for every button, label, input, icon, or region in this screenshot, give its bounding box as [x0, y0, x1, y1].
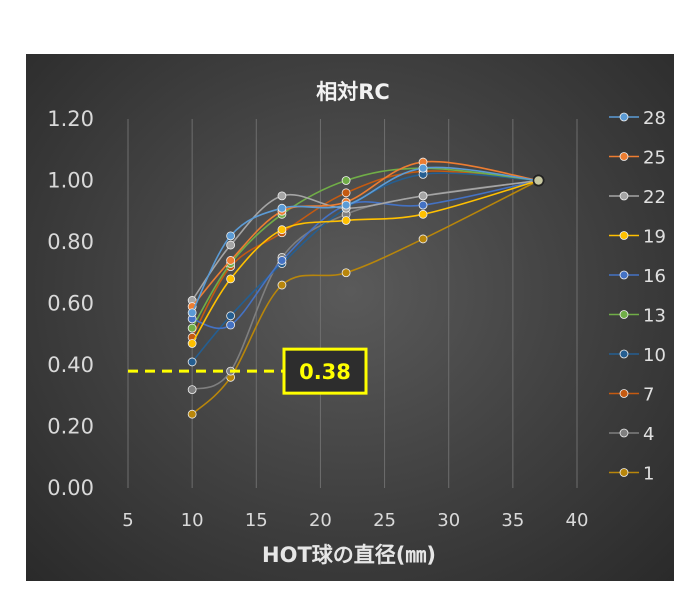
- data-point: [418, 209, 428, 219]
- legend-marker: [619, 468, 629, 477]
- chart-panel: 相対RC 5 10 15 20 25 30 35 40 0.00 0.20 0.40 0.60 0.80…: [26, 54, 674, 581]
- data-point: [226, 311, 236, 321]
- legend-marker: [619, 310, 629, 319]
- x-tick-label: 5: [122, 510, 133, 531]
- data-point: [418, 191, 428, 201]
- y-tick-label: 0.00: [47, 476, 94, 500]
- x-tick-label: 25: [373, 510, 396, 531]
- data-point: [187, 357, 197, 367]
- y-tick-label: 0.80: [47, 230, 94, 254]
- chart-title: 相対RC: [316, 80, 390, 104]
- legend-label: 16: [643, 266, 666, 287]
- y-tick-label: 0.20: [47, 415, 94, 439]
- legend-marker: [619, 389, 629, 398]
- data-point: [277, 203, 287, 213]
- x-axis-title: HOT球の直径(㎜): [262, 543, 436, 567]
- legend-marker: [619, 152, 629, 161]
- data-point: [341, 200, 351, 210]
- data-point: [226, 256, 236, 265]
- line-chart: 相対RC 5 10 15 20 25 30 35 40 0.00 0.20 0.40 0.60 0.80…: [47, 80, 666, 567]
- data-point: [226, 274, 236, 284]
- x-tick-label: 15: [245, 510, 268, 531]
- legend-label: 1: [643, 464, 654, 485]
- grid: [127, 119, 578, 488]
- x-tick-label: 40: [566, 510, 589, 531]
- legend-marker: [619, 191, 629, 201]
- legend-label: 7: [643, 385, 654, 406]
- data-point: [341, 216, 351, 225]
- data-point: [532, 174, 545, 187]
- series-line-28: [191, 166, 539, 314]
- axes: 5 10 15 20 25 30 35 40 0.00 0.20 0.40 0.60 0.80 1.00 1…: [47, 107, 588, 531]
- legend-marker: [619, 428, 629, 438]
- y-tick-label: 1.00: [47, 169, 94, 193]
- legend-marker: [619, 231, 629, 240]
- data-point: [341, 188, 351, 198]
- data-point: [277, 225, 287, 235]
- data-point: [277, 256, 287, 265]
- series-line-22: [191, 179, 539, 301]
- data-point: [187, 339, 197, 348]
- annotation-label: 0.38: [299, 360, 351, 384]
- legend-marker: [619, 112, 629, 122]
- x-tick-label: 20: [309, 510, 332, 531]
- data-point: [418, 163, 428, 173]
- legend-label: 22: [643, 187, 666, 208]
- data-point: [418, 200, 428, 210]
- data-point: [187, 308, 197, 318]
- legend-label: 25: [643, 148, 666, 169]
- series-line-19: [191, 179, 539, 344]
- y-tick-label: 1.20: [47, 107, 94, 131]
- data-point: [226, 240, 236, 250]
- data-point: [226, 231, 236, 241]
- x-tick-label: 35: [501, 510, 524, 531]
- x-tick-label: 30: [437, 510, 460, 531]
- data-point: [187, 385, 197, 395]
- x-tick-label: 10: [181, 510, 204, 531]
- annotation-box: [282, 347, 368, 395]
- y-tick-label: 0.40: [47, 353, 94, 377]
- legend-label: 4: [643, 424, 654, 445]
- data-point: [226, 320, 236, 330]
- annotation: 0.38: [128, 347, 368, 395]
- legend-label: 19: [643, 227, 666, 248]
- data-point: [341, 176, 351, 185]
- data-point: [418, 234, 428, 244]
- legend-label: 10: [643, 345, 666, 366]
- data-point: [341, 268, 351, 278]
- y-tick-label: 0.60: [47, 292, 94, 316]
- data-point: [187, 323, 197, 333]
- legend-label: 28: [643, 108, 666, 129]
- data-point: [277, 280, 287, 290]
- data-point: [277, 191, 287, 201]
- legend-label: 13: [643, 306, 666, 327]
- legend: 28 25 22 19 16 13 10 7 4 1: [609, 108, 666, 485]
- data-point: [187, 409, 197, 419]
- legend-marker: [619, 349, 629, 359]
- series-line-25: [191, 160, 539, 308]
- legend-marker: [619, 270, 629, 280]
